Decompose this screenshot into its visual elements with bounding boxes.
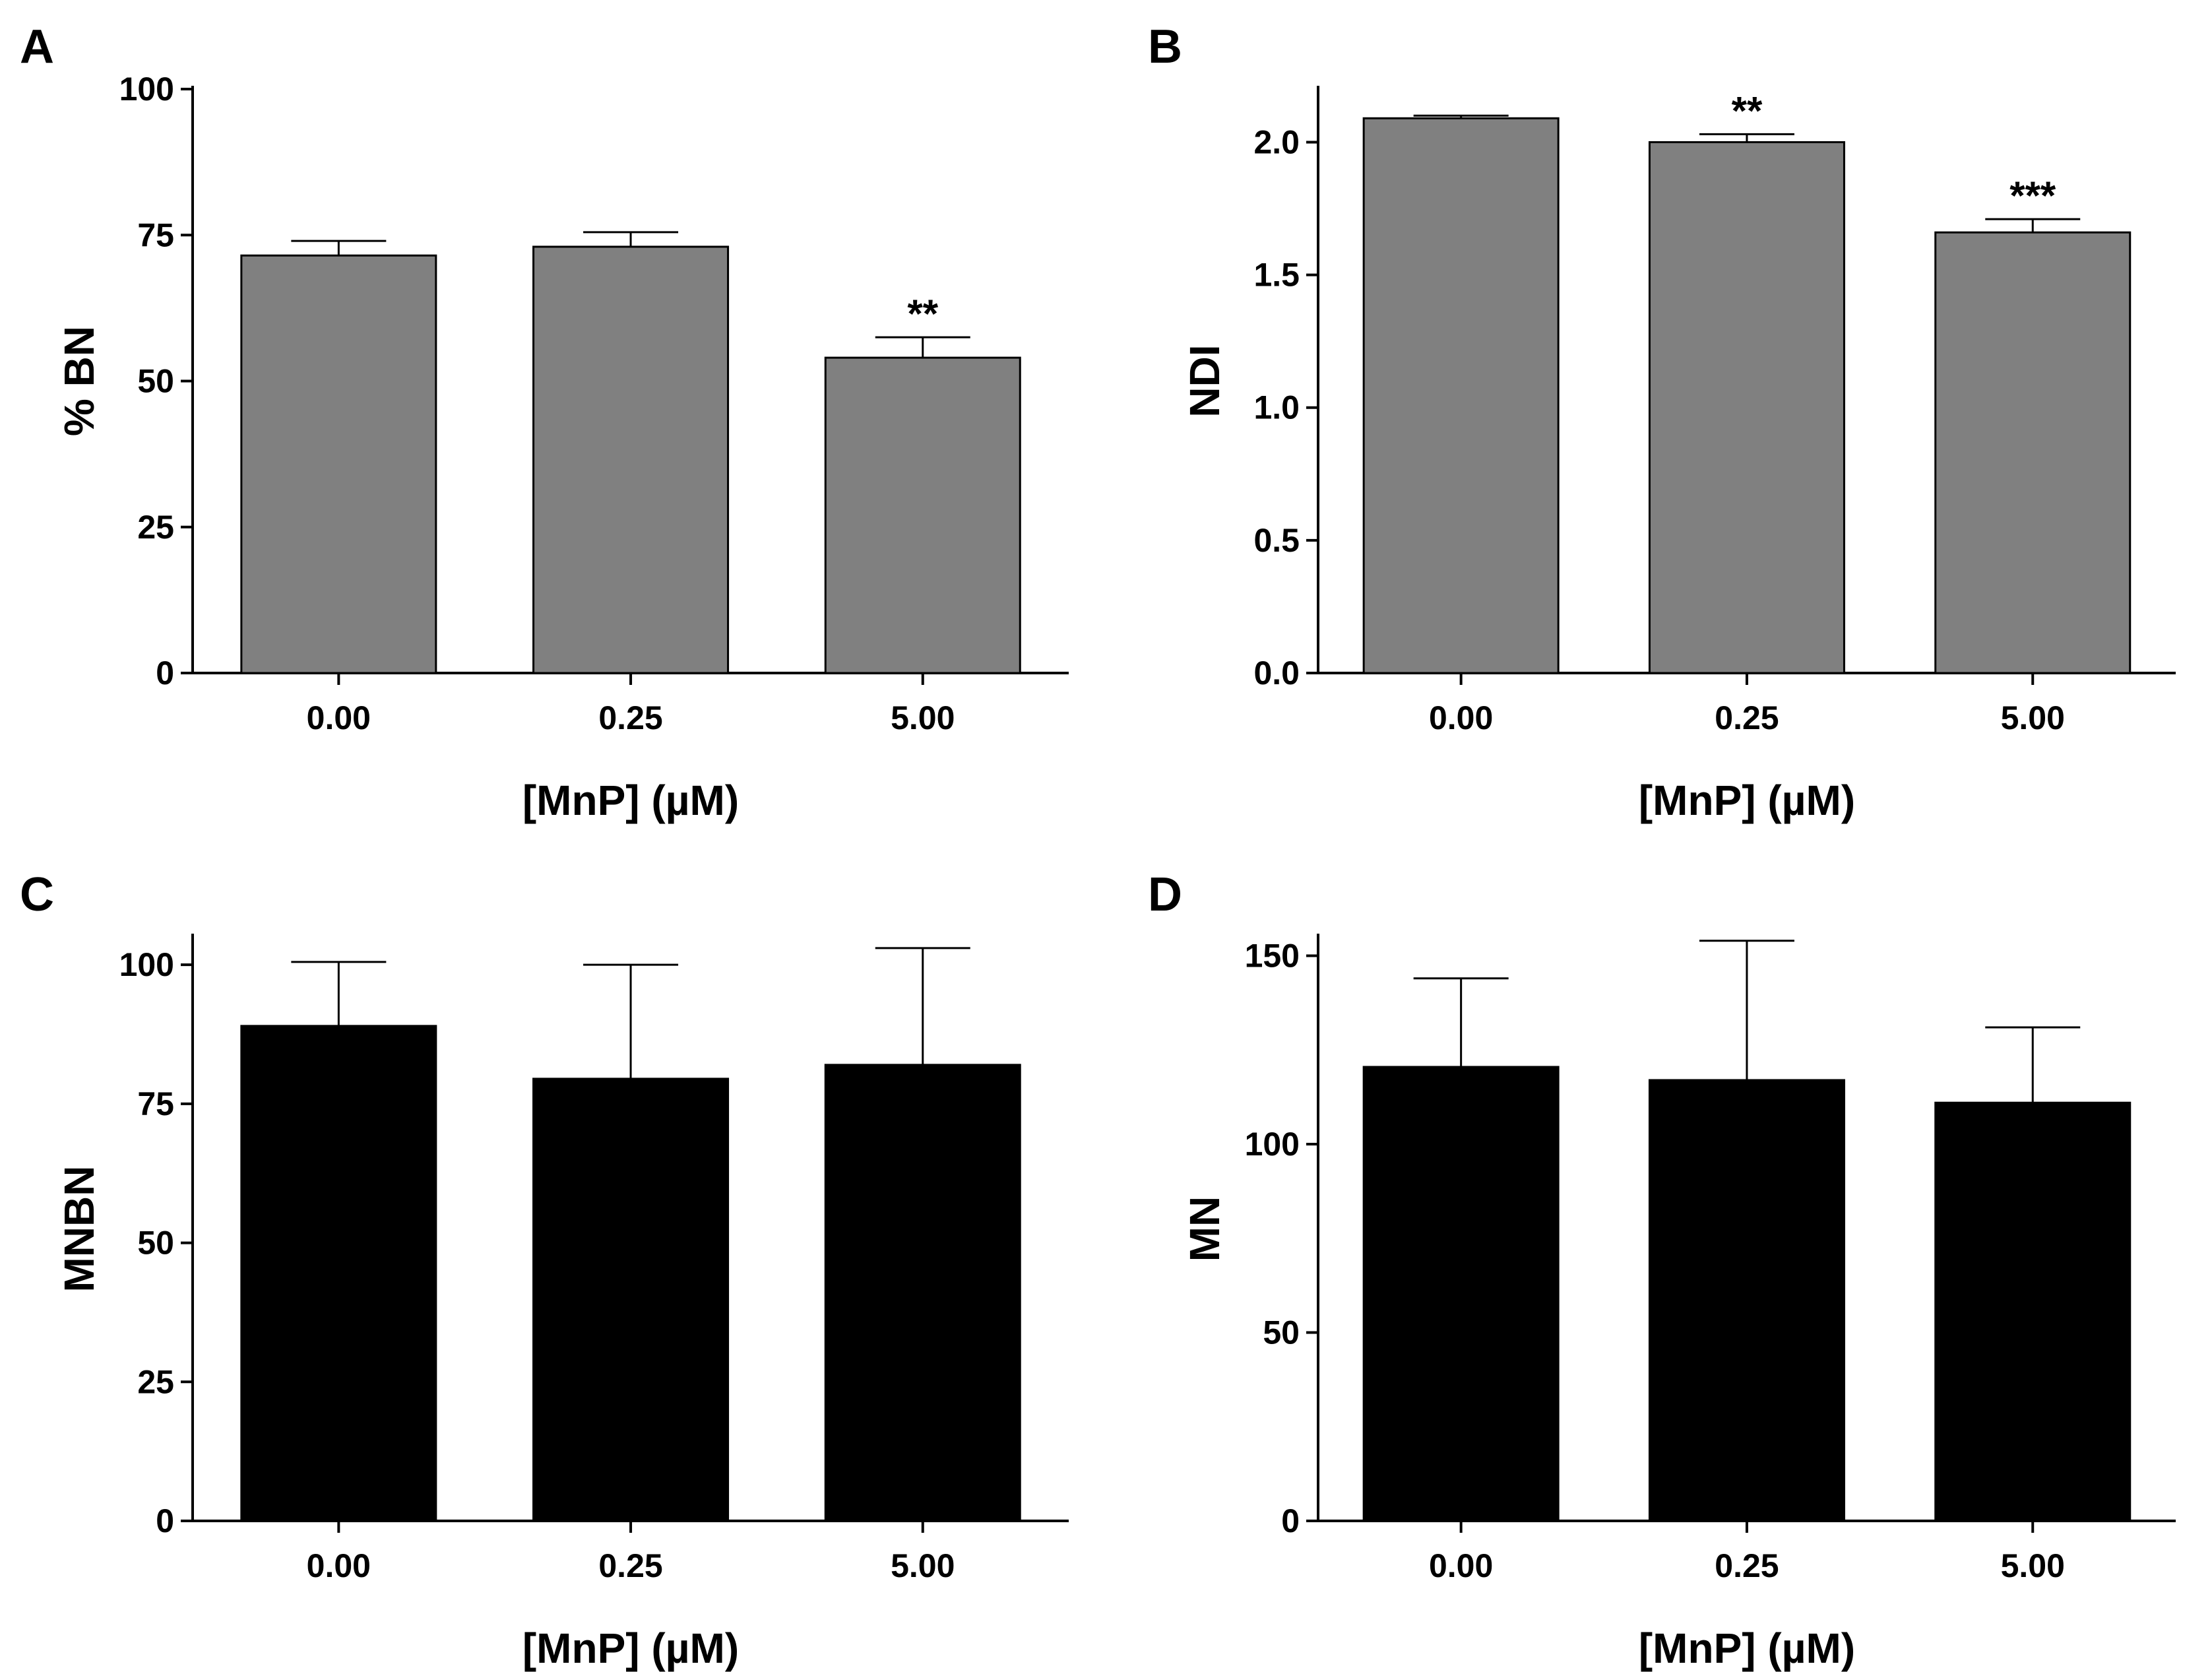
x-tick-label: 0.25 [1715,1547,1779,1584]
significance-marker: ** [1732,88,1763,133]
x-tick-label: 0.00 [1429,1547,1493,1584]
x-axis-label: [MnP] (µM) [522,1624,739,1672]
y-tick-label: 2.0 [1253,123,1300,160]
y-tick-label: 0.0 [1253,655,1300,691]
y-tick-label: 1.5 [1253,257,1300,294]
y-tick-label: 1.0 [1253,389,1300,426]
y-tick-label: 0 [156,1502,174,1539]
panel-letter: B [1148,20,1182,73]
panel-letter: D [1148,868,1182,921]
y-tick-label: 50 [137,363,174,400]
bar-0.25 [1648,141,1845,674]
y-axis-label: NDI [1181,344,1228,417]
x-tick-label: 0.00 [1429,699,1493,736]
y-tick-label: 100 [1245,1126,1300,1163]
y-tick-label: 0 [1281,1502,1300,1539]
bar-0.00 [1362,1066,1560,1522]
y-axis-label: MN [1181,1196,1228,1262]
y-tick-label: 150 [1245,938,1300,975]
y-axis-label: MNBN [55,1166,103,1293]
bar-5.00 [1934,231,2132,674]
x-tick-label: 0.25 [598,1547,662,1584]
significance-marker: *** [2009,174,2056,218]
bar-0.25 [532,1077,730,1522]
y-tick-label: 0 [156,655,174,691]
y-axis-label: % BN [55,326,103,436]
y-tick-label: 50 [137,1225,174,1262]
y-tick-label: 75 [137,1085,174,1122]
bar-0.00 [1362,117,1560,674]
bar-0.00 [240,254,437,674]
chart-panel-b: B 0.0 0.5 1.0 1.5 2.0 0.00 0.25 ** 5.00 *** [MnP] (… [1148,20,2176,824]
bar-5.00 [824,356,1021,674]
panel-letter: C [20,868,54,921]
x-axis-label: [MnP] (µM) [1639,777,1855,824]
bar-0.00 [240,1025,437,1522]
bar-0.25 [1648,1079,1845,1522]
x-tick-label: 5.00 [891,699,955,736]
y-tick-label: 25 [137,509,174,546]
x-tick-label: 5.00 [891,1547,955,1584]
chart-panel-c: C 0 25 50 75 100 0.00 0.25 5.00 [MnP] (µM) MNBN [20,868,1069,1672]
y-tick-label: 50 [1263,1314,1300,1351]
significance-marker: ** [907,292,938,336]
y-tick-label: 100 [119,946,174,983]
bar-5.00 [1934,1101,2132,1522]
y-tick-label: 100 [119,71,174,108]
bar-5.00 [824,1064,1021,1522]
x-axis-label: [MnP] (µM) [522,777,739,824]
x-tick-label: 5.00 [2001,699,2065,736]
x-tick-label: 0.25 [1715,699,1779,736]
x-tick-label: 0.25 [598,699,662,736]
x-axis-label: [MnP] (µM) [1639,1624,1855,1672]
y-tick-label: 0.5 [1253,522,1300,559]
x-tick-label: 5.00 [2001,1547,2065,1584]
x-tick-label: 0.00 [307,699,371,736]
panel-letter: A [20,20,54,73]
bar-0.25 [532,245,730,674]
x-tick-label: 0.00 [307,1547,371,1584]
y-tick-label: 25 [137,1363,174,1400]
y-tick-label: 75 [137,216,174,253]
chart-panel-a: A 0 25 50 75 100 0.00 0.25 5.00 ** [MnP] (µM) % BN [20,20,1069,824]
chart-panel-d: D 0 50 100 150 0.00 0.25 5.00 [MnP] (µM) MN [1148,868,2176,1672]
